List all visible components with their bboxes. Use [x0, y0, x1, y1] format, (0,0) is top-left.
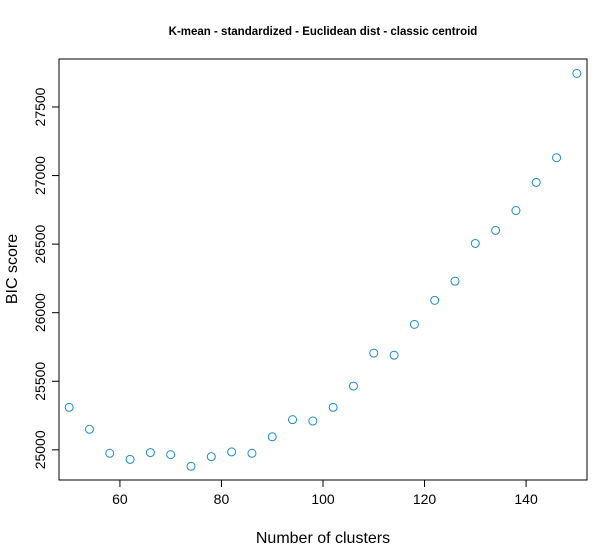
x-tick-label: 80: [214, 491, 230, 507]
y-tick-label: 27500: [32, 87, 48, 126]
data-point: [552, 153, 562, 163]
y-tick-label: 25500: [32, 362, 48, 401]
data-point: [105, 448, 115, 458]
data-point: [572, 68, 582, 78]
chart-title: K-mean - standardized - Euclidean dist -…: [169, 26, 478, 38]
plot-frame: [58, 58, 588, 481]
data-point: [84, 424, 94, 434]
data-point: [227, 447, 237, 457]
data-point: [409, 319, 419, 329]
data-point: [470, 238, 480, 248]
y-tick-label: 26500: [32, 224, 48, 263]
x-axis: 60 80 100 120 140: [112, 480, 538, 507]
x-tick-label: 120: [413, 491, 437, 507]
data-point: [247, 448, 257, 458]
y-axis-label: BIC score: [4, 234, 21, 304]
y-tick-label: 27000: [32, 156, 48, 195]
data-point: [430, 295, 440, 305]
data-point: [369, 348, 379, 358]
x-tick-label: 100: [311, 491, 335, 507]
y-axis: 25000 25500 26000 26500 27000 27500: [32, 87, 59, 469]
y-tick-label: 25000: [32, 430, 48, 469]
data-point: [308, 416, 318, 426]
data-point: [511, 206, 521, 216]
x-axis-label: Number of clusters: [256, 530, 390, 547]
data-point: [145, 448, 155, 458]
data-point: [166, 450, 176, 460]
y-tick-label: 26000: [32, 293, 48, 332]
data-point: [267, 432, 277, 442]
data-point: [328, 402, 338, 412]
data-points: [64, 68, 582, 471]
data-point: [348, 381, 358, 391]
data-point: [186, 461, 196, 471]
data-point: [288, 415, 298, 425]
data-point: [389, 350, 399, 360]
x-tick-label: 140: [514, 491, 538, 507]
data-point: [125, 454, 135, 464]
data-point: [531, 177, 541, 187]
data-point: [64, 402, 74, 412]
x-tick-label: 60: [112, 491, 128, 507]
data-point: [206, 452, 216, 462]
data-point: [450, 276, 460, 286]
data-point: [491, 225, 501, 235]
